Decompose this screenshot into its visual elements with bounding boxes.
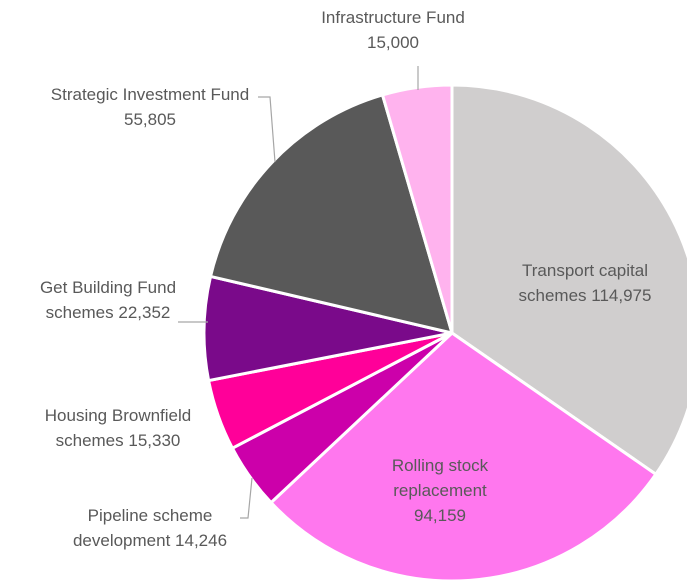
pie-slice xyxy=(208,93,455,336)
category-name: Housing Brownfield schemes xyxy=(44,406,192,450)
category-name: Get Building Fund schemes xyxy=(39,278,177,322)
value-label: 22,352 xyxy=(118,303,171,322)
category-name: Pipeline scheme development xyxy=(72,506,213,550)
pie-slice xyxy=(268,331,658,583)
value-label: 15,330 xyxy=(128,431,181,450)
slice-label: Rolling stock replacement 94,159 xyxy=(365,453,515,528)
value-label: 14,246 xyxy=(175,531,228,550)
category-name: Strategic Investment Fund xyxy=(50,85,250,104)
slice-label: Housing Brownfield schemes 15,330 xyxy=(18,403,218,453)
slice-label: Get Building Fund schemes 22,352 xyxy=(33,275,183,325)
category-name: Infrastructure Fund xyxy=(321,8,465,27)
pie-slice xyxy=(380,83,454,334)
value-label: 94,159 xyxy=(414,506,466,525)
slices xyxy=(202,83,687,583)
value-label: 15,000 xyxy=(367,33,419,52)
slice-label: Transport capital schemes 114,975 xyxy=(490,258,680,308)
value-label: 114,975 xyxy=(591,286,652,305)
pie-slice xyxy=(450,83,687,477)
slice-label: Pipeline scheme development 14,246 xyxy=(70,503,230,553)
leader-line xyxy=(240,477,253,519)
category-name: Rolling stock replacement xyxy=(391,456,489,500)
category-name: Transport capital schemes xyxy=(518,261,648,305)
leader-line xyxy=(258,96,276,163)
value-label: 55,805 xyxy=(124,110,176,129)
slice-label: Infrastructure Fund 15,000 xyxy=(313,5,473,55)
slice-label: Strategic Investment Fund 55,805 xyxy=(40,82,260,132)
